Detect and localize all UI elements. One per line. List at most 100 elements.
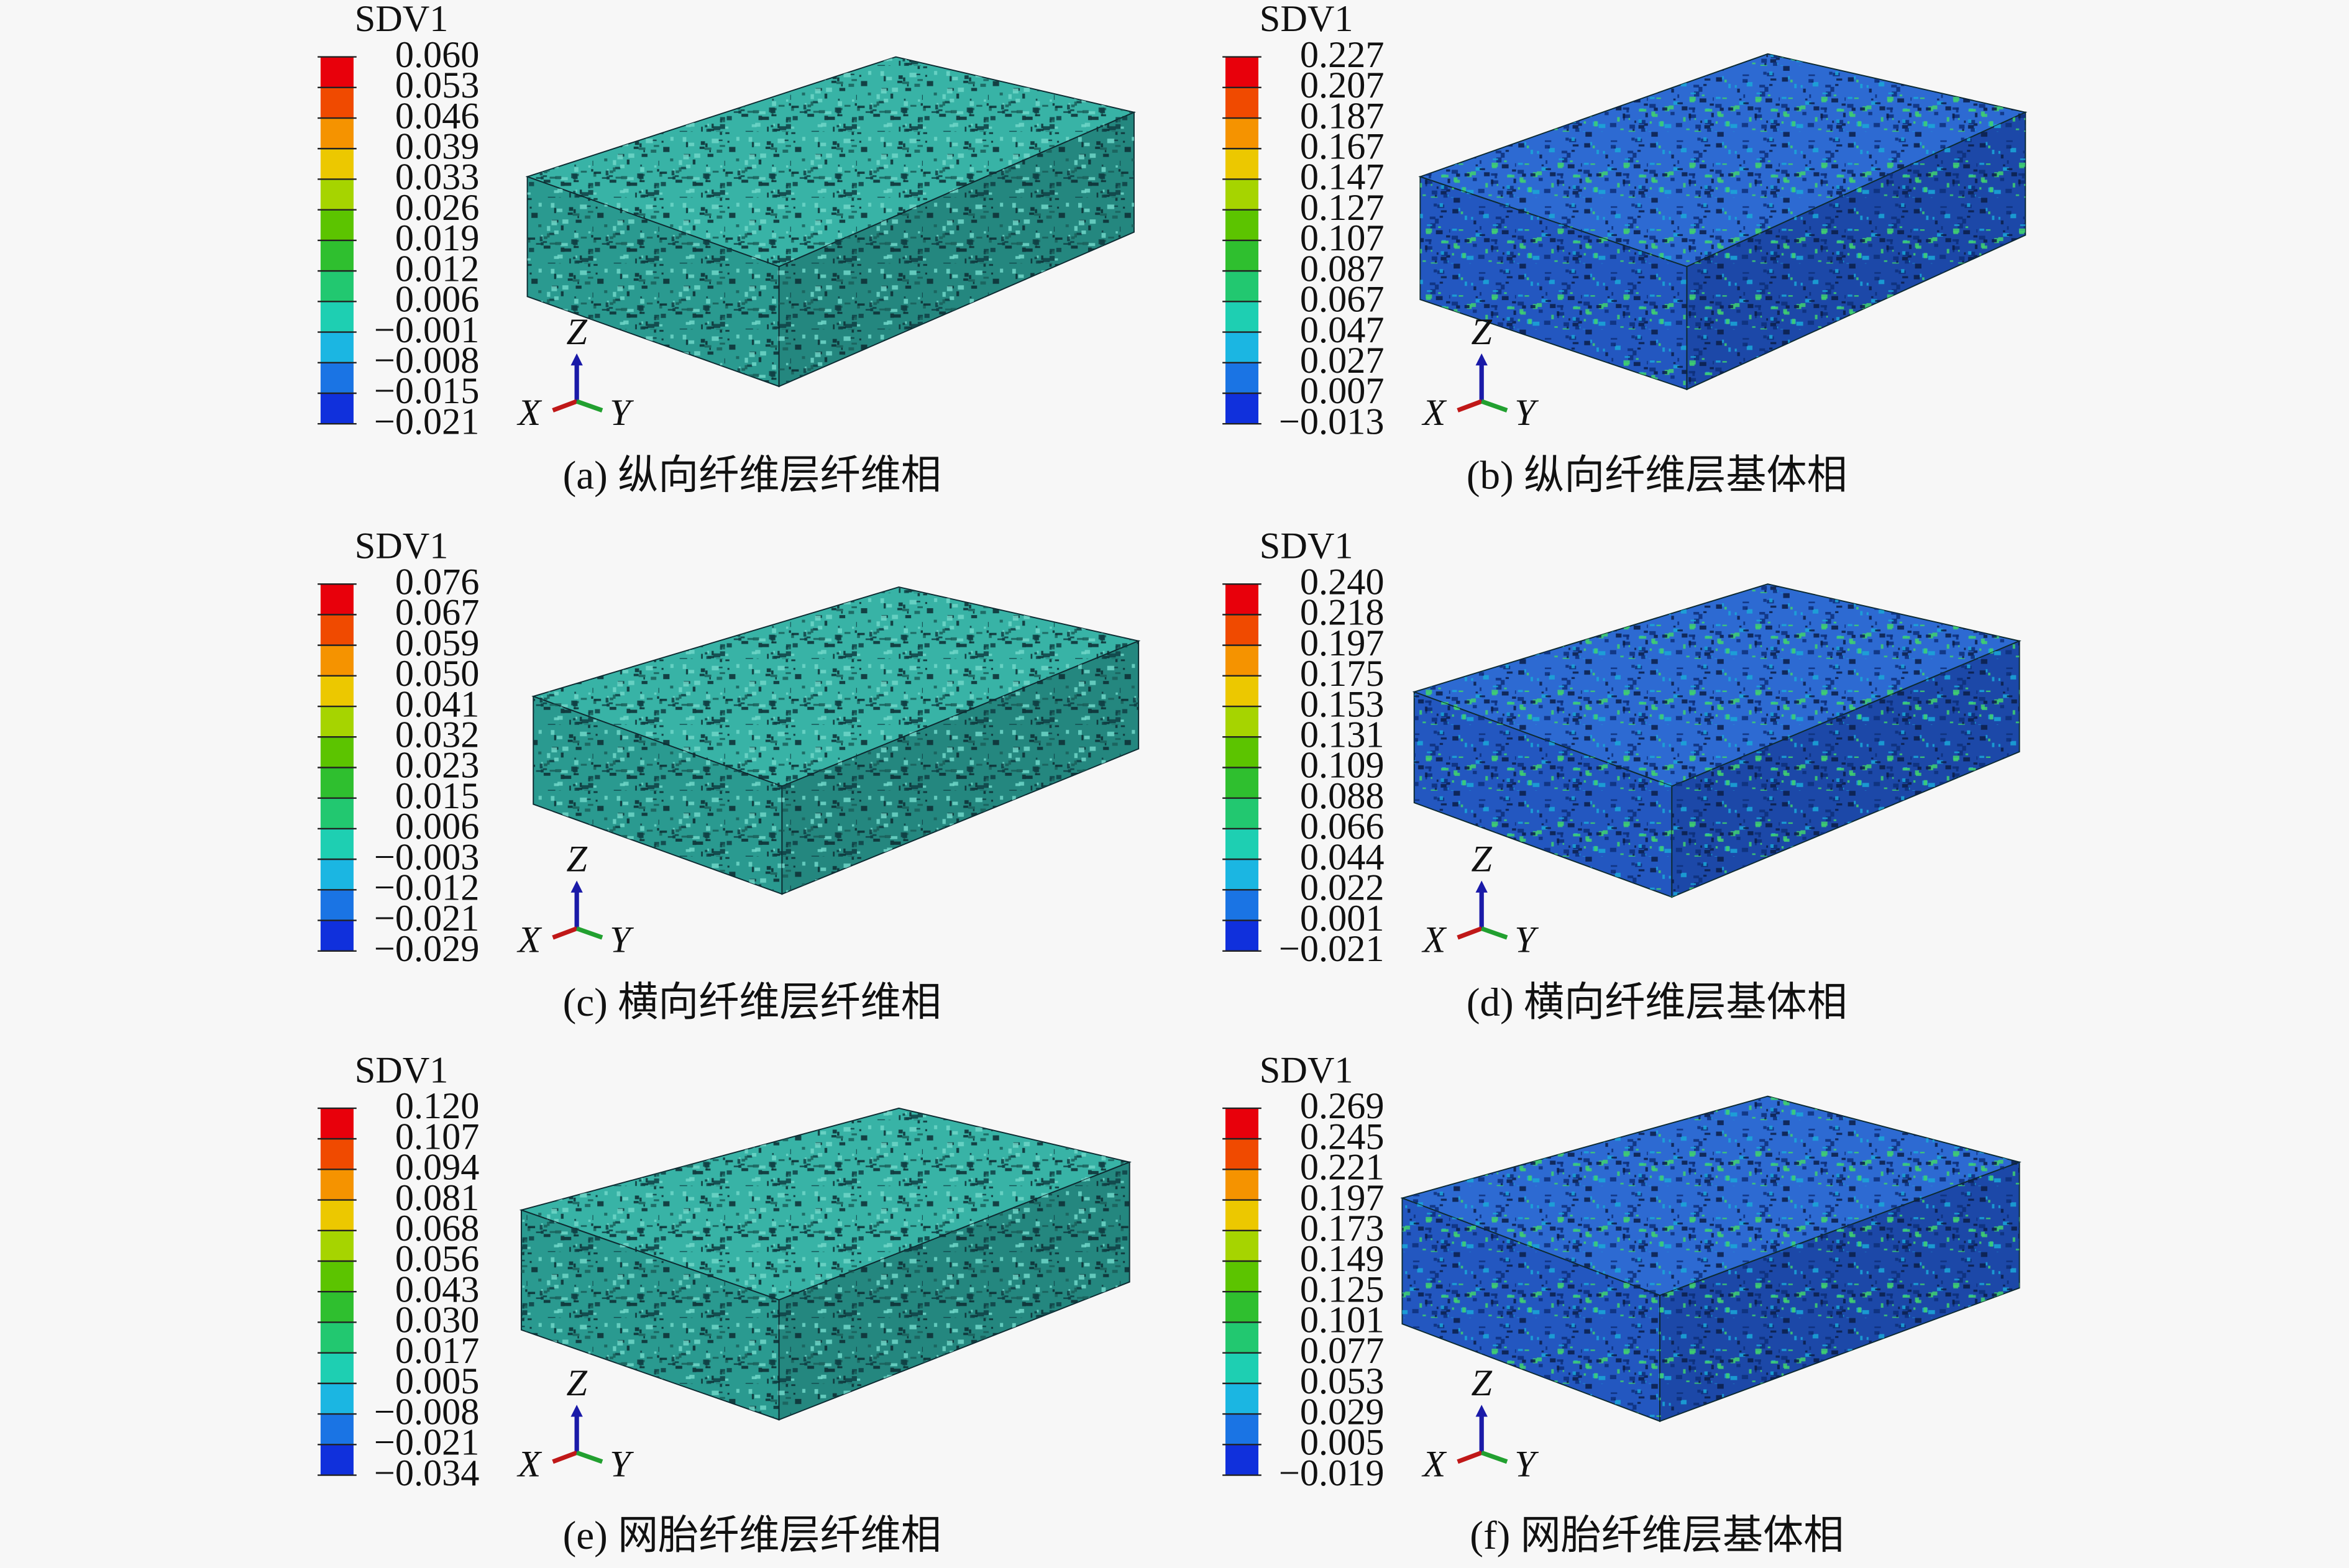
legend-band [320, 362, 354, 394]
axis-label-z: Z [566, 311, 588, 353]
axis-z-head [570, 353, 583, 366]
legend-label: 0.043 [395, 1269, 480, 1310]
axis-label-z: Z [566, 838, 588, 880]
block-texture [521, 1108, 1130, 1300]
legend-label: −0.001 [374, 309, 480, 351]
legend-band [320, 209, 354, 241]
legend-band [1225, 1169, 1258, 1201]
legend-band [320, 890, 354, 921]
legend-band [320, 87, 354, 119]
legend-title: SDV1 [355, 0, 449, 40]
panel: SDV10.2690.2450.2210.1970.1730.1490.1250… [1222, 1049, 2022, 1558]
legend-band [320, 271, 354, 303]
legend-band [320, 920, 354, 952]
block-texture [1402, 1198, 1660, 1421]
axis-label-z: Z [1471, 1362, 1493, 1404]
legend-label: 0.207 [1300, 65, 1385, 106]
legend-band [1225, 828, 1258, 860]
legend-band [320, 767, 354, 799]
axis-label-x: X [1422, 919, 1447, 961]
legend-label: 0.017 [395, 1330, 480, 1372]
legend-label: 0.027 [1300, 340, 1385, 381]
legend-band [320, 1200, 354, 1231]
legend-label: 0.041 [395, 683, 480, 725]
axis-z-head [1475, 353, 1488, 366]
legend-label: −0.021 [1279, 928, 1385, 970]
legend-label: 0.007 [1300, 370, 1385, 412]
block-texture [1414, 691, 1672, 898]
legend-band [320, 148, 354, 180]
axis-z-head [570, 1405, 583, 1417]
legend-band [320, 332, 354, 363]
axis-y [575, 1450, 603, 1464]
legend-label: 0.094 [395, 1147, 480, 1188]
axis-label-x: X [516, 1443, 542, 1485]
block-texture [779, 1162, 1130, 1420]
legend-label: 0.125 [1300, 1269, 1385, 1310]
legend-label: 0.005 [1300, 1422, 1385, 1464]
legend-band [1225, 1352, 1258, 1384]
legend-band [1225, 859, 1258, 891]
legend-label: 0.001 [1300, 898, 1385, 939]
block-texture [1672, 640, 2020, 898]
axis-x [552, 1450, 578, 1464]
axis-y [1480, 926, 1508, 940]
caption: (a) 纵向纤维层纤维相 [563, 453, 941, 498]
axis-label-x: X [516, 919, 542, 961]
legend-label: 0.012 [395, 248, 480, 289]
legend-band [320, 118, 354, 149]
legend-band [1225, 1230, 1258, 1262]
legend-label: 0.101 [1300, 1300, 1385, 1341]
legend-band [1225, 1200, 1258, 1231]
legend-label: 0.269 [1300, 1085, 1385, 1127]
legend-label: 0.067 [395, 592, 480, 634]
legend-label: 0.060 [395, 34, 480, 76]
legend-band [1225, 798, 1258, 829]
legend-label: 0.039 [395, 126, 480, 168]
block-texture [533, 586, 1139, 786]
legend-band [320, 301, 354, 333]
legend-label: 0.147 [1300, 157, 1385, 198]
legend-band [320, 645, 354, 677]
legend-label: 0.081 [395, 1177, 480, 1219]
block-texture [782, 640, 1139, 895]
legend-label: 0.046 [395, 95, 480, 137]
legend-label: 0.068 [395, 1208, 480, 1249]
legend-band [320, 859, 354, 891]
legend-band [320, 240, 354, 271]
block-texture [779, 112, 1134, 386]
legend-label: 0.006 [395, 279, 480, 321]
legend-label: 0.023 [395, 745, 480, 786]
legend-band [1225, 584, 1258, 616]
legend-band [320, 57, 354, 88]
legend-band [320, 737, 354, 768]
legend-band [320, 1322, 354, 1354]
block-texture [1402, 1096, 2020, 1296]
legend-band [1225, 332, 1258, 363]
legend-band [320, 179, 354, 211]
legend-band [1225, 645, 1258, 677]
axis-x [1457, 1450, 1483, 1464]
legend-label: 0.033 [395, 157, 480, 198]
legend-label: 0.087 [1300, 248, 1385, 289]
legend-band [1225, 920, 1258, 952]
legend-band [1225, 393, 1258, 424]
legend-band [1225, 179, 1258, 211]
axis-label-x: X [1422, 392, 1447, 434]
legend-label: 0.197 [1300, 622, 1385, 664]
legend-label: 0.059 [395, 622, 480, 664]
legend-band [320, 1261, 354, 1292]
legend-label: 0.088 [1300, 775, 1385, 817]
legend-band [320, 706, 354, 737]
legend-band [320, 1414, 354, 1446]
axis-y [575, 399, 603, 413]
legend-band [1225, 1322, 1258, 1354]
legend-label: 0.047 [1300, 309, 1385, 351]
legend-label: 0.153 [1300, 683, 1385, 725]
legend-band [320, 614, 354, 646]
legend-band [1225, 1292, 1258, 1323]
block-texture [527, 176, 779, 386]
legend-label: 0.131 [1300, 714, 1385, 756]
legend-band [320, 584, 354, 616]
